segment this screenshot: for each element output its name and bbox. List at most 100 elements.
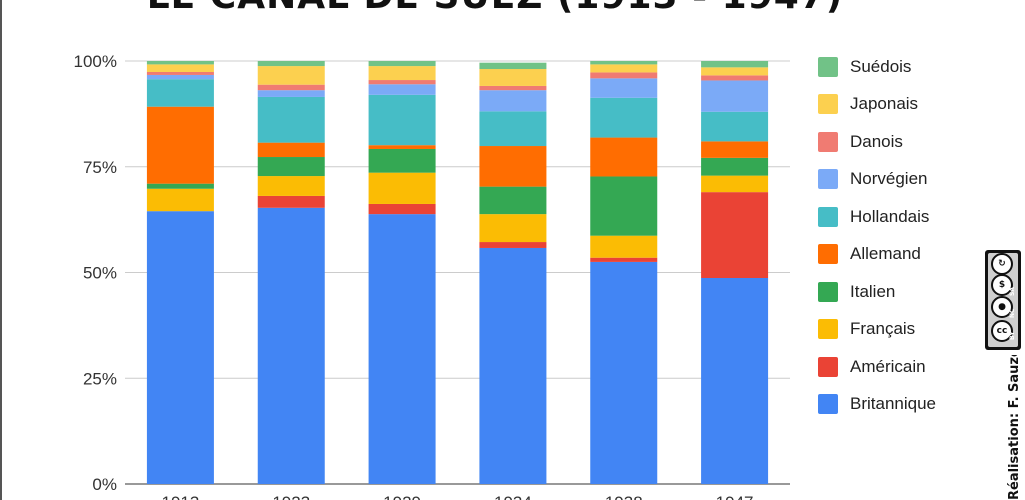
gridlines <box>125 60 790 485</box>
legend-swatch <box>818 169 838 190</box>
legend-swatch <box>818 319 838 340</box>
bar-segment <box>701 75 769 81</box>
bar-segment <box>368 66 436 81</box>
bar-segment <box>257 61 325 67</box>
legend-item: Danois <box>818 123 936 161</box>
bar-segment <box>590 64 658 73</box>
bar-segment <box>701 111 769 142</box>
y-tick-label: 100% <box>74 52 117 71</box>
legend-swatch <box>818 394 838 415</box>
legend-item: Italien <box>818 273 936 311</box>
legend-swatch <box>818 206 838 227</box>
bar-segment <box>590 97 658 138</box>
bar-segment <box>146 64 214 72</box>
legend-item: Norvégien <box>818 161 936 199</box>
bar-segment <box>479 85 547 91</box>
bar-segment <box>257 84 325 91</box>
legend-item: Hollandais <box>818 198 936 236</box>
legend-item: Allemand <box>818 236 936 274</box>
x-tick-label: 1923 <box>272 493 310 500</box>
legend-item: Suédois <box>818 48 936 86</box>
bar-segment <box>590 78 658 98</box>
bar-segment <box>368 172 436 204</box>
bar-segment <box>701 61 769 68</box>
bar-segment <box>368 61 436 67</box>
legend-label: Britannique <box>850 394 937 414</box>
bar-segment <box>257 195 325 208</box>
legend-label: Français <box>850 319 916 339</box>
bar-segment <box>479 90 547 112</box>
license-tag-nc: NC <box>1009 308 1016 318</box>
bar-segment <box>368 94 436 146</box>
chart-title: LE CANAL DE SUEZ (1913 - 1947) <box>100 0 890 17</box>
bars <box>146 61 769 485</box>
legend: Suédois Japonais Danois Norvégien Hollandais… <box>818 48 936 423</box>
legend-label: Japonais <box>850 94 919 114</box>
cc-license-badge: cc ● $ ↻ BY NC SA <box>985 250 1021 350</box>
legend-label: Danois <box>850 131 903 151</box>
x-tick-label: 1947 <box>716 493 754 500</box>
y-axis-labels: 0% 25% 50% 75% 100% <box>74 52 117 494</box>
bar-segment <box>146 106 214 184</box>
bar-segment <box>701 277 769 484</box>
legend-label: Suédois <box>850 56 912 76</box>
legend-swatch <box>818 281 838 302</box>
credit-text: Réalisation: F. Sauzeau, 2022 <box>1007 355 1022 500</box>
bar-segment <box>146 71 214 75</box>
legend-label: Norvégien <box>850 169 928 189</box>
bar-segment <box>479 62 547 70</box>
by-icon: ● <box>991 296 1013 318</box>
legend-item: Britannique <box>818 386 936 424</box>
bar-segment <box>146 79 214 107</box>
bar-segment <box>590 176 658 236</box>
license-tag-sa: SA <box>1009 287 1016 296</box>
bar-segment <box>479 214 547 243</box>
bar-segment <box>257 176 325 196</box>
bar-segment <box>146 74 214 80</box>
bar-segment <box>590 72 658 79</box>
bar-segment <box>701 141 769 158</box>
bar-segment <box>257 96 325 143</box>
bar-segment <box>146 188 214 212</box>
bar-segment <box>257 90 325 97</box>
legend-label: Italien <box>850 281 896 301</box>
y-tick-label: 25% <box>83 369 117 388</box>
bar-segment <box>368 203 436 215</box>
frame-border <box>0 0 2 500</box>
bar-segment <box>479 69 547 86</box>
bar-segment <box>479 186 547 215</box>
bar-segment <box>257 66 325 85</box>
license-tag-by: BY <box>1009 331 1016 340</box>
legend-item: Américain <box>818 348 936 386</box>
bar-segment <box>590 235 658 258</box>
bar-segment <box>257 157 325 177</box>
bar-segment <box>701 175 769 193</box>
bar-segment <box>590 257 658 262</box>
credit-text-container: Réalisation: F. Sauzeau, 2022 <box>1007 355 1023 500</box>
bar-segment <box>701 67 769 76</box>
bar-segment <box>701 192 769 278</box>
bar-segment <box>368 148 436 173</box>
legend-label: Allemand <box>850 244 921 264</box>
legend-item: Japonais <box>818 86 936 124</box>
bar-segment <box>479 111 547 147</box>
y-tick-label: 50% <box>83 264 117 283</box>
license-tags: BY NC SA <box>1009 280 1019 340</box>
x-tick-label: 1913 <box>162 493 200 500</box>
bar-segment <box>368 214 436 484</box>
bar-segment <box>146 183 214 189</box>
bar-segment <box>701 157 769 176</box>
nc-icon: $ <box>991 274 1013 296</box>
bar-segment <box>701 80 769 112</box>
bar-segment <box>590 261 658 484</box>
y-tick-label: 0% <box>92 475 117 494</box>
bar-segment <box>479 247 547 484</box>
bar-segment <box>479 146 547 187</box>
bar-segment <box>368 145 436 149</box>
legend-swatch <box>818 56 838 77</box>
bar-segment <box>590 61 658 65</box>
bar-segment <box>146 211 214 485</box>
x-tick-label: 1934 <box>494 493 532 500</box>
legend-label: Américain <box>850 356 926 376</box>
